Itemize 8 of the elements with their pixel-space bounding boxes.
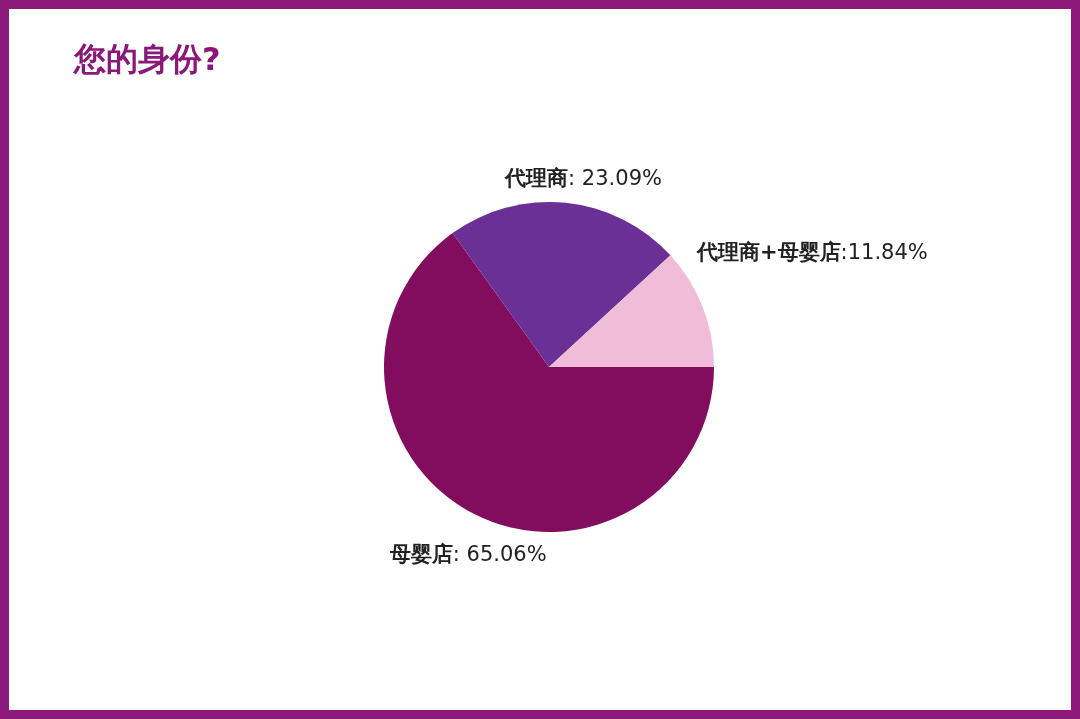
data-label: : 65.06% xyxy=(452,541,547,566)
pie-slice xyxy=(452,202,671,367)
slice-label: 代理商+母婴店 xyxy=(695,240,841,265)
slice-label: 代理商 xyxy=(504,165,569,190)
data-label: :11.84% xyxy=(840,240,928,265)
slice-label: 母婴店 xyxy=(388,541,453,566)
chart-title: 您的身份? xyxy=(72,40,221,78)
data-label: : 23.09% xyxy=(568,165,662,190)
